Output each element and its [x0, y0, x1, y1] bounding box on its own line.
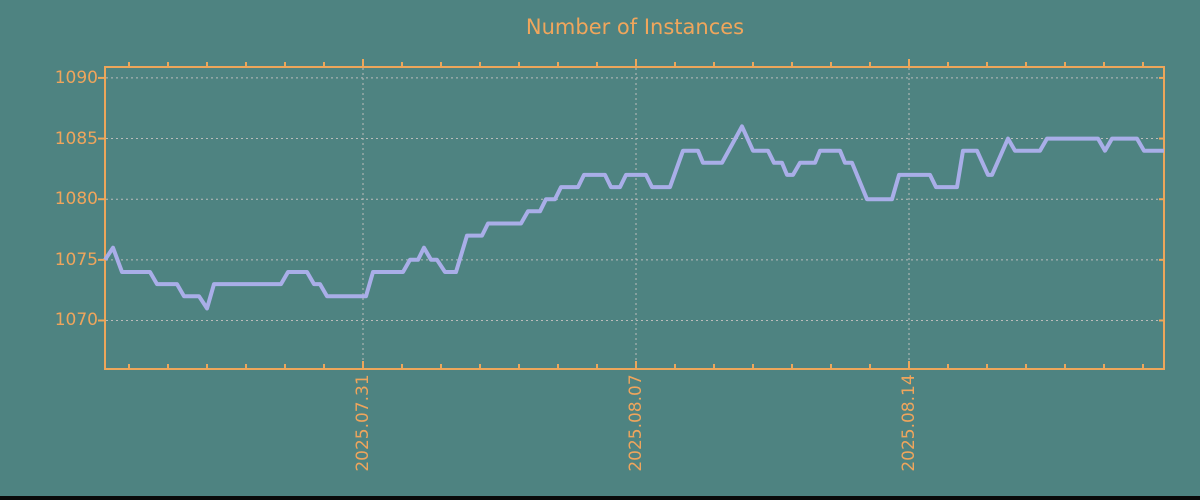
y-axis-tick-label: 1085: [54, 129, 98, 149]
x-axis-tick-label: 2025.08.14: [899, 374, 919, 472]
x-axis-tick-label: 2025.08.07: [626, 374, 646, 472]
chart-title: Number of Instances: [525, 15, 745, 39]
y-axis-tick-label: 1090: [54, 68, 98, 88]
window-bottom-edge: [0, 496, 1200, 500]
x-axis-tick-label: 2025.07.31: [353, 374, 373, 472]
y-axis-tick-label: 1080: [54, 189, 98, 209]
y-axis-tick-label: 1075: [54, 250, 98, 270]
data-line-instances: [103, 124, 1164, 311]
plot-frame: [104, 66, 1165, 370]
y-axis-tick-label: 1070: [54, 310, 98, 330]
